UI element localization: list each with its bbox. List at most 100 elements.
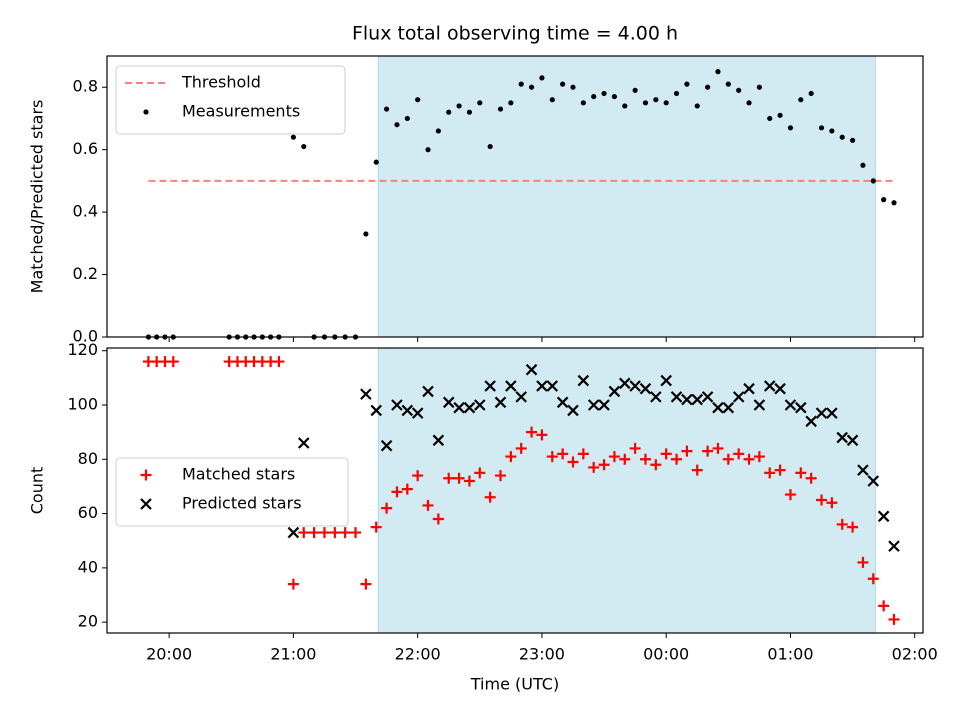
data-point-predicted-stars — [577, 374, 590, 387]
data-point-matched-stars — [722, 453, 734, 465]
data-point-measurements — [580, 100, 586, 106]
data-point-matched-stars — [784, 489, 796, 501]
data-point-measurements — [591, 93, 597, 100]
data-point-predicted-stars — [743, 382, 755, 395]
data-point-measurements — [881, 197, 887, 203]
data-point-measurements — [756, 84, 762, 90]
data-point-matched-stars — [847, 521, 859, 533]
y-tick-label: 0.6 — [73, 139, 98, 158]
data-point-measurements — [694, 103, 700, 109]
data-point-measurements — [373, 159, 379, 165]
data-point-measurements — [477, 100, 483, 106]
data-point-measurements — [446, 109, 452, 115]
y-tick-label: 100 — [67, 395, 98, 414]
data-point-matched-stars — [339, 527, 351, 539]
data-point-measurements — [736, 87, 742, 93]
data-point-matched-stars — [795, 467, 807, 479]
data-point-predicted-stars — [774, 382, 786, 395]
data-point-predicted-stars — [618, 377, 631, 390]
data-point-predicted-stars — [795, 401, 807, 414]
data-point-matched-stars — [318, 527, 330, 539]
data-point-predicted-stars — [360, 388, 372, 400]
y-tick-label: 0.8 — [73, 77, 98, 96]
y-tick-label: 0.2 — [73, 264, 98, 283]
data-point-matched-stars — [857, 556, 869, 568]
y-tick-label: 120 — [67, 340, 98, 359]
legend-marker-swatch — [140, 469, 152, 481]
legend-label: Matched stars — [182, 465, 295, 484]
data-point-predicted-stars — [784, 399, 797, 411]
x-tick-label: 21:00 — [270, 645, 316, 664]
data-point-predicted-stars — [826, 407, 838, 419]
data-point-measurements — [839, 134, 845, 140]
x-tick-label: 22:00 — [395, 645, 441, 664]
x-tick-label: 23:00 — [519, 645, 565, 664]
data-point-matched-stars — [526, 426, 538, 438]
data-point-predicted-stars — [846, 434, 859, 447]
count-panel: 20 40 60 80 100 120 20:00 21:00 22:00 23:00 00:00 0… — [28, 340, 938, 693]
data-point-measurements — [818, 125, 825, 131]
data-point-predicted-stars — [515, 391, 527, 403]
shaded-observing-interval — [378, 56, 876, 337]
data-point-measurements — [777, 112, 783, 118]
data-point-predicted-stars — [670, 391, 683, 403]
data-point-measurements — [560, 81, 566, 87]
data-point-measurements — [798, 97, 804, 103]
data-point-measurements — [466, 109, 473, 115]
data-point-matched-stars — [743, 453, 755, 465]
data-point-measurements — [570, 84, 576, 90]
data-point-predicted-stars — [287, 526, 300, 539]
data-point-measurements — [715, 69, 721, 75]
data-point-matched-stars — [774, 464, 786, 476]
shaded-observing-interval — [378, 348, 876, 633]
ratio-panel: 0.0 0.2 0.4 0.6 0.8 Flux total observing time… — [28, 23, 924, 346]
data-point-matched-stars — [298, 527, 310, 539]
data-point-measurements — [549, 97, 555, 103]
data-point-measurements — [290, 134, 296, 140]
data-point-measurements — [891, 200, 897, 206]
legend-box — [115, 457, 349, 527]
data-point-measurements — [435, 128, 441, 134]
data-point-predicted-stars — [836, 431, 849, 444]
data-point-matched-stars — [826, 497, 838, 509]
data-point-matched-stars — [753, 451, 765, 463]
data-point-matched-stars — [370, 521, 382, 533]
data-point-matched-stars — [867, 573, 879, 585]
data-point-measurements — [363, 231, 369, 237]
data-point-matched-stars — [557, 448, 569, 460]
data-point-predicted-stars — [598, 399, 610, 411]
data-point-matched-stars — [650, 459, 662, 471]
data-point-predicted-stars — [763, 380, 776, 392]
data-point-predicted-stars — [587, 399, 600, 411]
data-point-matched-stars — [619, 453, 631, 465]
data-point-measurements — [808, 90, 814, 97]
data-point-matched-stars — [287, 578, 299, 590]
data-point-matched-stars — [702, 445, 714, 457]
data-point-matched-stars — [691, 464, 703, 476]
data-point-measurements — [673, 90, 680, 97]
data-point-measurements — [425, 147, 431, 153]
data-point-measurements — [508, 100, 514, 106]
data-point-predicted-stars — [494, 396, 507, 409]
data-point-predicted-stars — [453, 401, 465, 414]
chart-title: Flux total observing time = 4.00 h — [352, 23, 678, 45]
data-point-matched-stars — [805, 472, 817, 484]
data-point-measurements — [642, 100, 649, 106]
legend-label: Threshold — [181, 73, 261, 92]
data-point-measurements — [860, 162, 866, 168]
data-point-measurements — [528, 84, 535, 90]
data-point-predicted-stars — [536, 380, 548, 392]
data-point-matched-stars — [764, 467, 776, 479]
y-axis-label: Matched/Predicted stars — [28, 100, 47, 294]
data-point-predicted-stars — [650, 391, 662, 403]
data-point-predicted-stars — [608, 385, 621, 398]
data-point-matched-stars — [888, 613, 900, 625]
data-point-predicted-stars — [805, 415, 817, 428]
data-point-measurements — [787, 125, 794, 131]
data-point-matched-stars — [588, 461, 600, 473]
data-point-measurements — [663, 100, 669, 106]
data-point-matched-stars — [422, 499, 434, 511]
y-tick-label: 20 — [78, 612, 98, 631]
data-point-predicted-stars — [877, 510, 890, 523]
